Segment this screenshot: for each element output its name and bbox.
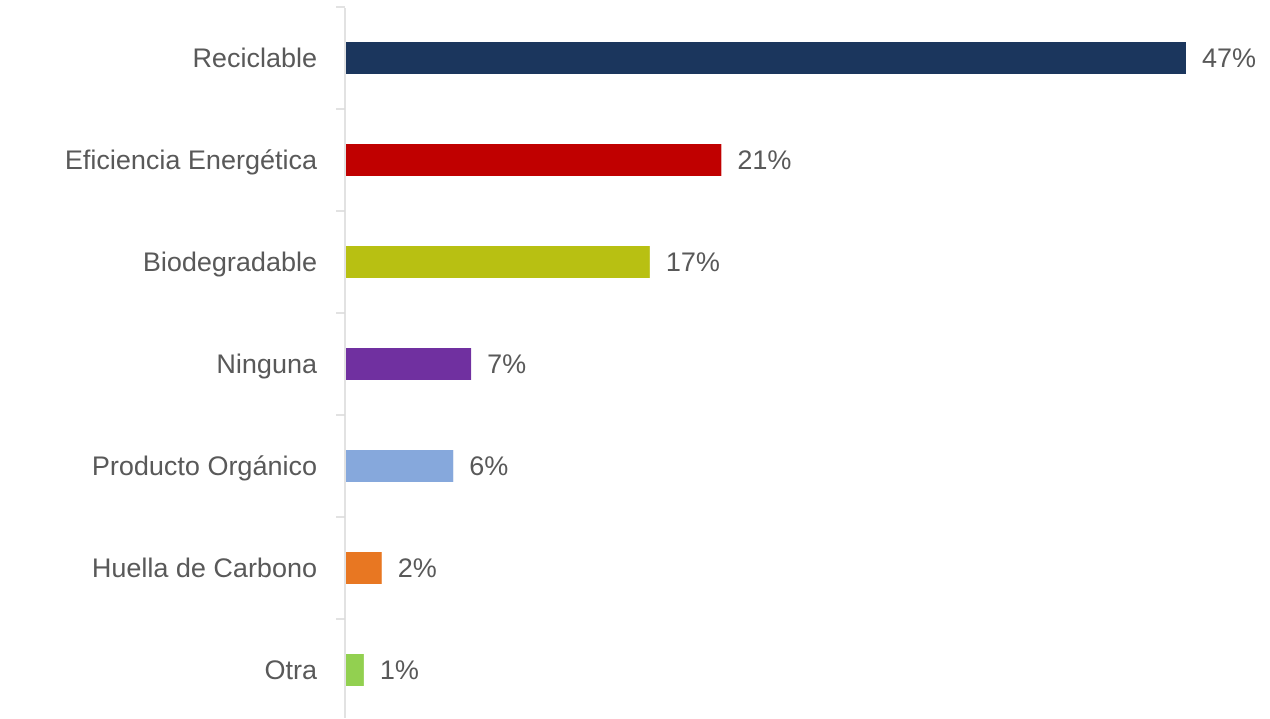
bar-huella-de-carbono bbox=[346, 552, 382, 584]
bar-ninguna bbox=[346, 348, 472, 380]
bar-producto-organico bbox=[346, 450, 454, 482]
category-label-eficiencia-energetica: Eficiencia Energética bbox=[65, 145, 318, 175]
category-label-otra: Otra bbox=[264, 655, 317, 685]
category-label-producto-organico: Producto Orgánico bbox=[92, 451, 317, 481]
bar-reciclable bbox=[346, 42, 1186, 74]
data-labels: 47% 21% 17% 7% 6% 2% 1% bbox=[380, 43, 1256, 685]
bar-biodegradable bbox=[346, 246, 650, 278]
bar-otra bbox=[346, 654, 364, 686]
category-label-biodegradable: Biodegradable bbox=[143, 247, 317, 277]
data-label-eficiencia-energetica: 21% bbox=[737, 145, 791, 175]
data-label-huella-de-carbono: 2% bbox=[398, 553, 437, 583]
bar-eficiencia-energetica bbox=[346, 144, 722, 176]
bars bbox=[346, 42, 1186, 686]
category-labels: Reciclable Eficiencia Energética Biodegrad… bbox=[65, 43, 318, 685]
category-label-reciclable: Reciclable bbox=[192, 43, 317, 73]
data-label-otra: 1% bbox=[380, 655, 419, 685]
data-label-reciclable: 47% bbox=[1202, 43, 1256, 73]
data-label-biodegradable: 17% bbox=[666, 247, 720, 277]
data-label-ninguna: 7% bbox=[487, 349, 526, 379]
category-label-ninguna: Ninguna bbox=[216, 349, 318, 379]
category-label-huella-de-carbono: Huella de Carbono bbox=[92, 553, 317, 583]
axis-ticks bbox=[336, 6, 345, 620]
data-label-producto-organico: 6% bbox=[469, 451, 508, 481]
